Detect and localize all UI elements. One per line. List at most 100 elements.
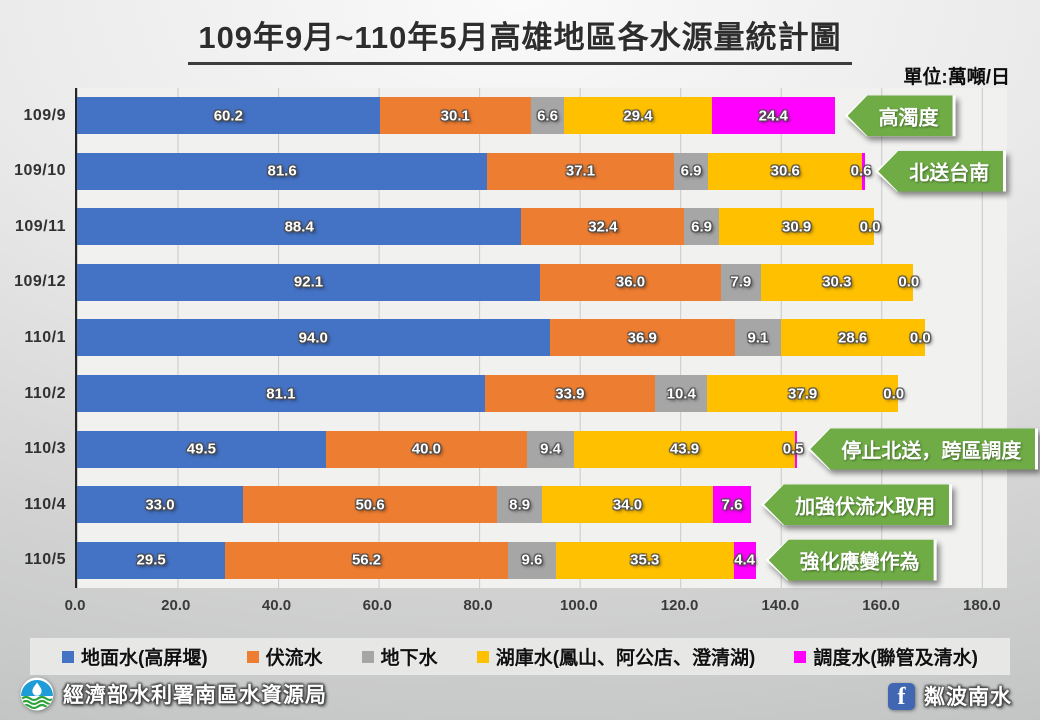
bar-value-label: 0.0 bbox=[883, 385, 905, 402]
bar-segment: 81.1 bbox=[77, 375, 485, 412]
bar-row: 33.0 50.6 8.9 34.0 7.6 加強伏流水取用 bbox=[77, 477, 1007, 533]
callout-arrow-shape: 北送台南 bbox=[875, 150, 1007, 192]
y-axis-label: 110/4 bbox=[24, 495, 66, 513]
bar-segment: 6.9 bbox=[684, 208, 719, 246]
bar-segment: 4.4 bbox=[733, 541, 756, 579]
bar-value-label: 0.5 bbox=[782, 440, 804, 458]
stacked-bar: 33.0 50.6 8.9 34.0 7.6 bbox=[77, 486, 1007, 524]
bar-segment: 32.4 bbox=[521, 208, 685, 246]
y-axis-label: 109/12 bbox=[14, 273, 66, 291]
bar-segment: 60.2 bbox=[77, 97, 380, 135]
bar-row: 81.1 33.9 10.4 37.9 0.0 bbox=[77, 366, 1007, 422]
bar-value-label: 37.9 bbox=[788, 385, 818, 402]
bar-segment: 7.6 bbox=[712, 486, 752, 524]
unit-label: 單位:萬噸/日 bbox=[903, 67, 1010, 88]
bar-value-label: 49.5 bbox=[186, 440, 217, 458]
bar-segment: 40.0 bbox=[325, 430, 527, 468]
x-axis-tick-label: 160.0 bbox=[862, 597, 900, 614]
legend-item: 地面水(高屏堰) bbox=[62, 643, 208, 670]
bar-row: 60.2 30.1 6.6 29.4 24.4 高濁度 bbox=[77, 88, 1007, 144]
bar-value-label: 37.1 bbox=[565, 162, 596, 180]
bar-value-label: 30.1 bbox=[440, 107, 470, 125]
bar-value-label: 81.1 bbox=[266, 385, 296, 402]
bar-value-label: 9.4 bbox=[540, 440, 561, 458]
bar-segment: 36.0 bbox=[539, 263, 721, 301]
bar-segment: 29.4 bbox=[564, 97, 712, 135]
x-axis: 0.0 20.0 40.0 60.0 80.0 100.0 120.0 140.0 160.0 1… bbox=[65, 597, 1007, 621]
bar-value-label: 36.9 bbox=[627, 329, 657, 347]
bar-value-label: 0.0 bbox=[898, 273, 920, 291]
bar-segment: 49.5 bbox=[77, 430, 326, 468]
y-axis-label: 109/9 bbox=[23, 106, 66, 124]
bar-segment: 92.1 bbox=[77, 263, 540, 301]
stacked-bar: 88.4 32.4 6.9 30.9 0.0 bbox=[77, 208, 1007, 246]
bar-segment: 6.9 bbox=[673, 152, 709, 190]
annotation-callout: 停止北送，跨區調度 bbox=[807, 426, 1039, 473]
y-axis-label: 110/3 bbox=[24, 440, 66, 458]
bar-value-label: 29.5 bbox=[136, 551, 166, 569]
bar-segment: 7.9 bbox=[720, 263, 761, 301]
legend-label: 地面水(高屏堰) bbox=[81, 648, 208, 669]
stacked-bar: 81.6 37.1 6.9 30.6 0.6 bbox=[77, 152, 1007, 190]
bar-segment: 6.6 bbox=[530, 97, 565, 135]
org-name: 經濟部水利署南區水資源局 bbox=[63, 684, 327, 707]
page-title: 109年9月~110年5月高雄地區各水源量統計圖 bbox=[0, 12, 1040, 65]
bar-value-label: 6.9 bbox=[691, 218, 713, 236]
footer-facebook: f 粼波南水 bbox=[888, 681, 1012, 711]
bar-value-label: 28.6 bbox=[838, 329, 868, 347]
x-axis-tick-label: 140.0 bbox=[761, 597, 800, 614]
bar-segment: 37.9 bbox=[707, 375, 898, 412]
bar-segment: 9.4 bbox=[526, 430, 575, 468]
legend: 地面水(高屏堰) 伏流水 地下水 湖庫水(鳳山、阿公店、澄清湖) 調度水(聯管及清水) bbox=[30, 638, 1010, 675]
bar-row: 88.4 32.4 6.9 30.9 0.0 bbox=[77, 199, 1007, 255]
bar-row: 81.6 37.1 6.9 30.6 0.6 北送台南 bbox=[77, 144, 1007, 200]
callout-arrow-shape: 高濁度 bbox=[844, 95, 956, 137]
stacked-bar: 92.1 36.0 7.9 30.3 0.0 bbox=[77, 263, 1007, 301]
bar-row: 49.5 40.0 9.4 43.9 0.5 停止北送，跨區調度 bbox=[77, 421, 1039, 477]
annotation-callout: 加強伏流水取用 bbox=[761, 481, 953, 528]
bar-value-label: 35.3 bbox=[630, 551, 660, 569]
bar-segment: 24.4 bbox=[711, 97, 835, 135]
legend-label: 調度水(聯管及清水) bbox=[813, 648, 978, 669]
bar-segment: 10.4 bbox=[655, 375, 708, 412]
bar-value-label: 6.9 bbox=[680, 162, 702, 180]
bar-value-label: 0.0 bbox=[909, 329, 931, 347]
bar-segment: 88.4 bbox=[77, 208, 522, 246]
bar-segment: 33.0 bbox=[77, 486, 243, 524]
legend-label: 伏流水 bbox=[265, 648, 323, 669]
bar-segment: 56.2 bbox=[225, 541, 508, 579]
bar-value-label: 8.9 bbox=[509, 496, 531, 514]
bar-value-label: 33.9 bbox=[555, 385, 585, 402]
x-axis-tick-label: 0.0 bbox=[64, 597, 86, 614]
bar-row: 94.0 36.9 9.1 28.6 0.0 bbox=[77, 310, 1007, 366]
bar-segment: 36.9 bbox=[549, 319, 736, 357]
bar-value-label: 81.6 bbox=[267, 162, 297, 180]
bar-value-label: 36.0 bbox=[615, 273, 646, 291]
bar-value-label: 6.6 bbox=[537, 107, 558, 125]
bar-value-label: 34.0 bbox=[612, 496, 643, 514]
bar-segment: 43.9 bbox=[574, 430, 795, 468]
bar-segment: 30.1 bbox=[379, 97, 531, 135]
bar-value-label: 0.6 bbox=[850, 162, 872, 180]
y-axis-label: 109/11 bbox=[14, 217, 66, 235]
x-axis-tick-label: 120.0 bbox=[660, 597, 699, 614]
legend-item: 調度水(聯管及清水) bbox=[794, 643, 978, 670]
bar-value-label: 7.6 bbox=[721, 496, 743, 514]
callout-text: 強化應變作為 bbox=[768, 539, 934, 581]
annotation-callout: 北送台南 bbox=[875, 148, 1007, 195]
y-axis-label: 110/5 bbox=[24, 551, 66, 569]
callout-text: 北送台南 bbox=[878, 150, 1004, 192]
legend-swatch bbox=[476, 650, 489, 663]
y-axis-label: 110/1 bbox=[24, 328, 66, 346]
callout-arrow-shape: 停止北送，跨區調度 bbox=[807, 428, 1039, 470]
x-axis-tick-label: 60.0 bbox=[362, 597, 392, 614]
bar-row: 29.5 56.2 9.6 35.3 4.4 強化應變作為 bbox=[77, 532, 1007, 588]
bar-value-label: 30.3 bbox=[822, 273, 852, 291]
bar-row: 92.1 36.0 7.9 30.3 0.0 bbox=[77, 255, 1007, 311]
legend-swatch bbox=[361, 650, 374, 663]
annotation-callout: 高濁度 bbox=[844, 92, 956, 139]
bar-value-label: 10.4 bbox=[666, 385, 696, 402]
bar-segment: 0.5 bbox=[783, 430, 804, 468]
plot-area: 60.2 30.1 6.6 29.4 24.4 高濁度 81.6 37.1 6.9 30.6 0.6… bbox=[75, 88, 1039, 588]
